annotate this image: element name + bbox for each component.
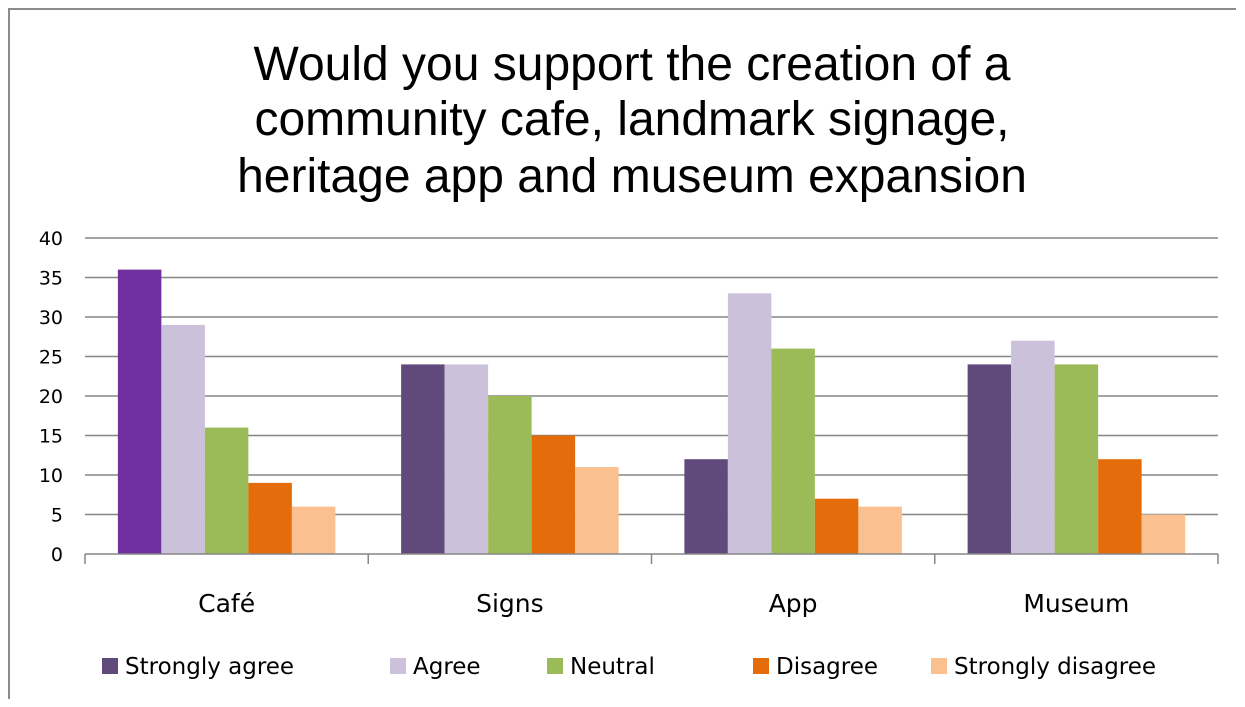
bar-agree-3 xyxy=(1011,340,1055,554)
legend-label: Agree xyxy=(413,654,481,680)
chart-title-line-2: community cafe, landmark signage, xyxy=(254,93,1009,146)
legend-swatch xyxy=(931,658,947,674)
legend-swatch xyxy=(547,658,563,674)
x-category-label: Museum xyxy=(1023,589,1129,618)
bar-neutral-0 xyxy=(204,427,249,554)
legend-label: Neutral xyxy=(570,654,655,680)
bar-strongly-disagree-2 xyxy=(858,506,902,554)
bar-strongly-agree-2 xyxy=(684,459,728,554)
bar-agree-1 xyxy=(444,364,489,554)
legend-swatch xyxy=(102,658,118,674)
legend-label: Strongly disagree xyxy=(954,654,1156,680)
y-tick-label: 20 xyxy=(39,386,63,408)
bar-strongly-disagree-3 xyxy=(1141,514,1186,554)
chart-title: Would you support the creation of a comm… xyxy=(237,38,1027,203)
y-tick-label: 30 xyxy=(39,307,63,329)
y-tick-label: 10 xyxy=(39,465,63,487)
x-axis-category-labels: Café Signs App Museum xyxy=(198,589,1129,618)
x-category-label: Signs xyxy=(476,589,544,618)
bar-strongly-agree-1 xyxy=(401,364,445,554)
chart-title-line-3: heritage app and museum expansion xyxy=(237,150,1027,203)
y-tick-label: 40 xyxy=(39,228,63,250)
bar-neutral-3 xyxy=(1054,364,1099,554)
bar-disagree-3 xyxy=(1098,459,1142,554)
x-axis xyxy=(84,553,1219,564)
chart-title-line-1: Would you support the creation of a xyxy=(254,38,1011,91)
bar-agree-2 xyxy=(727,293,772,554)
bar-strongly-agree-3 xyxy=(967,364,1012,554)
legend-swatch xyxy=(753,658,769,674)
bar-neutral-2 xyxy=(771,348,815,554)
bar-neutral-1 xyxy=(488,396,532,554)
bar-strongly-disagree-0 xyxy=(291,506,336,554)
y-axis-ticks: 0 5 10 15 20 25 30 35 40 xyxy=(39,228,63,566)
legend-swatch xyxy=(390,658,406,674)
y-tick-label: 25 xyxy=(39,347,63,369)
bars xyxy=(117,269,1186,554)
legend-label: Disagree xyxy=(776,654,878,680)
y-tick-label: 5 xyxy=(51,505,63,527)
bar-disagree-2 xyxy=(814,498,859,554)
bar-disagree-0 xyxy=(248,482,292,554)
y-tick-label: 15 xyxy=(39,426,63,448)
bar-strongly-agree-0 xyxy=(117,269,162,554)
y-tick-label: 0 xyxy=(51,544,63,566)
y-tick-label: 35 xyxy=(39,268,63,290)
x-category-label: Café xyxy=(198,589,255,618)
bar-agree-0 xyxy=(161,324,205,554)
x-category-label: App xyxy=(769,589,818,618)
bar-strongly-disagree-1 xyxy=(575,467,619,554)
legend: Strongly agree Agree Neutral Disagree Strong… xyxy=(102,654,1156,680)
legend-label: Strongly agree xyxy=(125,654,294,680)
bar-disagree-1 xyxy=(531,435,576,554)
